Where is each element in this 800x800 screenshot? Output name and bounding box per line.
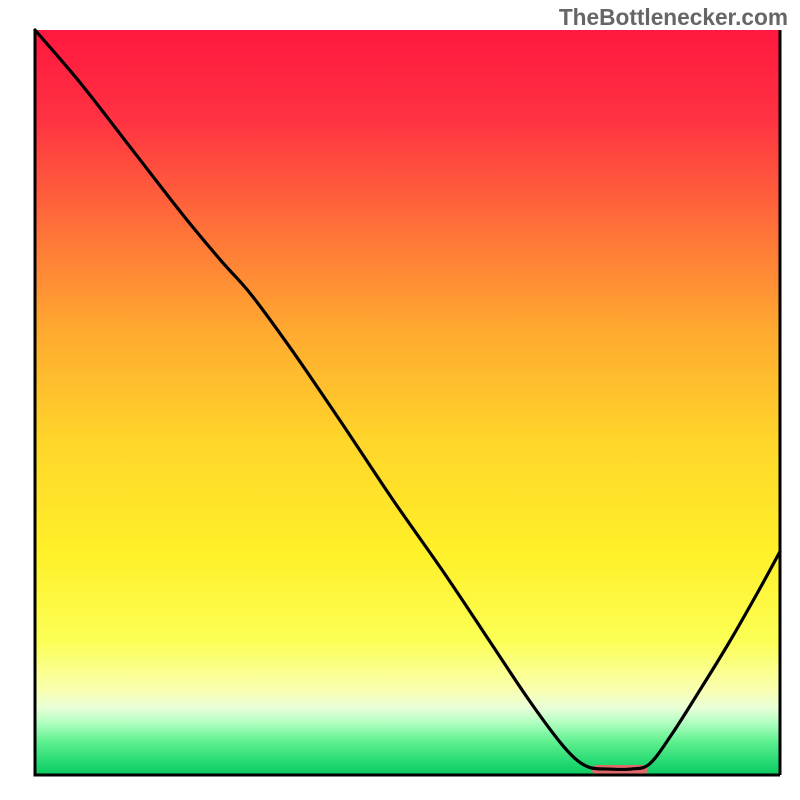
gradient-background bbox=[35, 30, 780, 775]
chart-stage: TheBottlenecker.com bbox=[0, 0, 800, 800]
bottleneck-chart bbox=[0, 0, 800, 800]
watermark-text: TheBottlenecker.com bbox=[559, 4, 788, 31]
